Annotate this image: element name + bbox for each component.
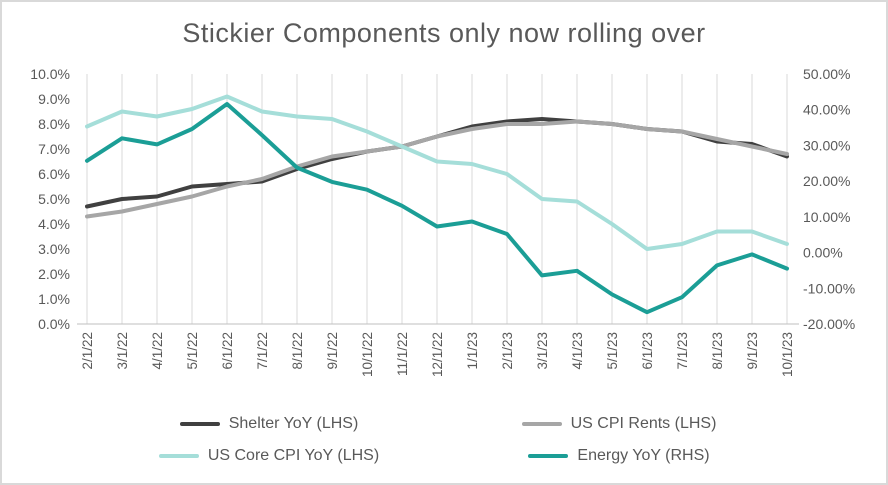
legend-item: US CPI Rents (LHS) bbox=[444, 412, 794, 436]
legend-line-swatch bbox=[528, 454, 569, 458]
legend-line-swatch bbox=[179, 422, 220, 426]
right-axis-tick-label: 20.00% bbox=[803, 173, 850, 189]
left-axis-tick-label: 0.0% bbox=[38, 316, 70, 332]
left-axis-tick-label: 9.0% bbox=[38, 91, 70, 107]
series-line-us-cpi-rents bbox=[85, 119, 789, 219]
legend-line-swatch bbox=[521, 422, 562, 426]
x-axis-tick-label: 8/1/23 bbox=[710, 332, 725, 370]
x-axis-tick-label: 3/1/22 bbox=[115, 332, 130, 370]
x-axis-tick-label: 3/1/23 bbox=[535, 332, 550, 370]
right-axis-tick-label: -20.00% bbox=[803, 316, 855, 332]
x-axis-tick-label: 10/1/22 bbox=[360, 332, 375, 377]
right-axis-tick-label: 10.00% bbox=[803, 209, 850, 225]
x-axis-tick-label: 11/1/22 bbox=[395, 332, 410, 376]
left-axis-tick-label: 2.0% bbox=[38, 266, 70, 282]
left-axis-tick-label: 8.0% bbox=[38, 116, 70, 132]
legend-item: Shelter YoY (LHS) bbox=[94, 412, 444, 436]
right-axis-tick-label: 40.00% bbox=[803, 102, 850, 118]
legend: Shelter YoY (LHS) US CPI Rents (LHS) US Co… bbox=[94, 412, 794, 468]
legend-label: Shelter YoY (LHS) bbox=[228, 415, 359, 432]
x-axis-tick-label: 7/1/22 bbox=[255, 332, 270, 370]
x-axis-tick-label: 9/1/23 bbox=[745, 332, 760, 370]
legend-label: US CPI Rents (LHS) bbox=[570, 415, 717, 432]
series-line-us-core-cpi-yoy bbox=[85, 94, 789, 251]
x-axis-tick-label: 12/1/22 bbox=[430, 332, 445, 377]
left-axis-tick-label: 5.0% bbox=[38, 191, 70, 207]
right-axis-tick-label: 0.00% bbox=[803, 245, 843, 261]
left-axis-tick-label: 1.0% bbox=[38, 291, 70, 307]
legend-line-swatch bbox=[158, 454, 199, 458]
left-axis-tick-label: 3.0% bbox=[38, 241, 70, 257]
x-axis-tick-label: 7/1/23 bbox=[675, 332, 690, 370]
x-axis-tick-label: 4/1/23 bbox=[570, 332, 585, 370]
right-axis-tick-label: 30.00% bbox=[803, 137, 850, 153]
left-axis-tick-label: 10.0% bbox=[30, 66, 70, 82]
series-line-energy-yoy bbox=[85, 102, 789, 315]
legend-label: Energy YoY (RHS) bbox=[577, 447, 710, 464]
legend-row: Shelter YoY (LHS) US CPI Rents (LHS) bbox=[94, 412, 794, 436]
x-axis-tick-label: 5/1/23 bbox=[605, 332, 620, 370]
right-axis-tick-label: 50.00% bbox=[803, 66, 850, 82]
x-axis-tick-label: 10/1/23 bbox=[780, 332, 795, 377]
left-axis-tick-label: 6.0% bbox=[38, 166, 70, 182]
legend-row: US Core CPI YoY (LHS) Energy YoY (RHS) bbox=[94, 444, 794, 468]
legend-item: Energy YoY (RHS) bbox=[444, 444, 794, 468]
x-axis-tick-label: 2/1/22 bbox=[80, 332, 95, 370]
x-axis-tick-label: 5/1/22 bbox=[185, 332, 200, 370]
x-axis-tick-label: 8/1/22 bbox=[290, 332, 305, 370]
x-axis-tick-label: 6/1/22 bbox=[220, 332, 235, 370]
right-axis-tick-label: -10.00% bbox=[803, 280, 855, 296]
x-axis-tick-label: 2/1/23 bbox=[500, 332, 515, 370]
left-axis-tick-label: 7.0% bbox=[38, 141, 70, 157]
legend-item: US Core CPI YoY (LHS) bbox=[94, 444, 444, 468]
left-axis-tick-label: 4.0% bbox=[38, 216, 70, 232]
x-axis-tick-label: 9/1/22 bbox=[325, 332, 340, 370]
x-axis-tick-label: 1/1/23 bbox=[465, 332, 480, 370]
legend-label: US Core CPI YoY (LHS) bbox=[207, 447, 380, 464]
x-axis-tick-label: 6/1/23 bbox=[640, 332, 655, 370]
chart-title: Stickier Components only now rolling ove… bbox=[182, 18, 706, 48]
x-axis-tick-label: 4/1/22 bbox=[150, 332, 165, 370]
